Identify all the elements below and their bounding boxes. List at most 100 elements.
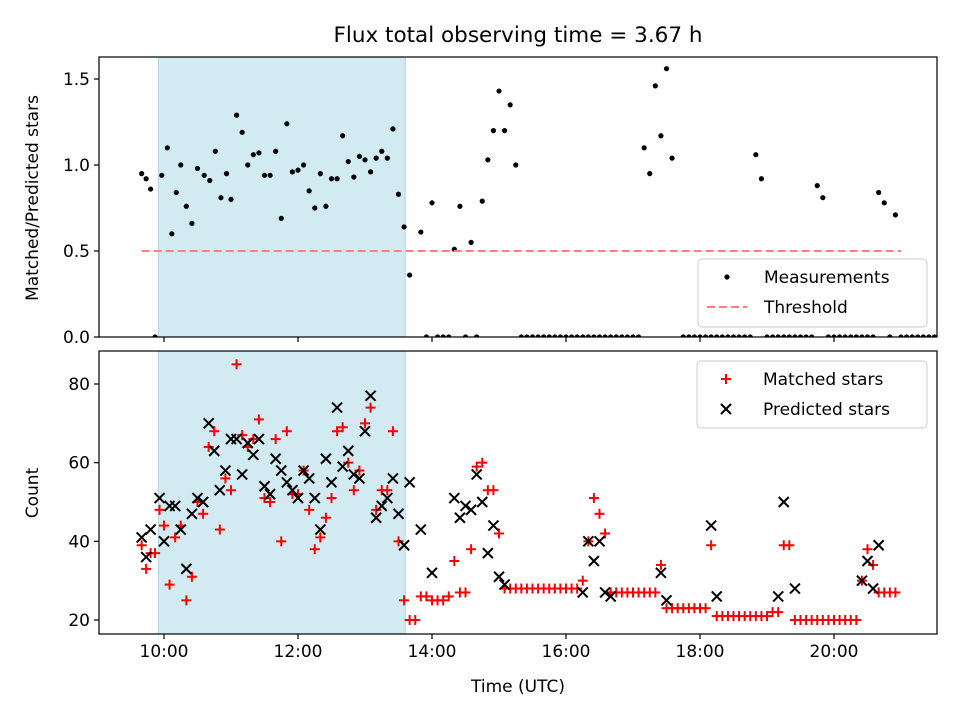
measurement-point — [742, 334, 748, 337]
measurement-point — [680, 334, 686, 337]
bottom-panel: 20 40 60 80 Count 10:00 12:00 14:00 16:00 18:00 20… — [23, 350, 938, 662]
predicted-star-marker — [219, 464, 232, 477]
matched-star-marker — [170, 532, 181, 543]
measurement-point — [881, 200, 887, 206]
measurement-point — [340, 133, 346, 139]
measurement-point — [580, 334, 586, 337]
matched-star-marker — [332, 426, 343, 437]
measurement-point — [367, 169, 374, 175]
legend-marker-matched-stars — [721, 374, 731, 384]
matched-star-marker — [588, 493, 599, 504]
predicted-star-marker — [269, 453, 282, 465]
predicted-star-marker — [153, 492, 166, 504]
measurement-point — [624, 334, 631, 337]
measurement-point — [714, 334, 720, 337]
measurement-point — [887, 334, 893, 337]
matched-star-marker — [700, 603, 711, 614]
matched-star-marker — [276, 536, 287, 547]
predicted-star-marker — [242, 437, 254, 449]
bottom-y-tick-label: 40 — [68, 532, 90, 552]
predicted-star-marker — [376, 500, 388, 512]
predicted-star-marker — [415, 523, 427, 536]
measurement-point — [658, 133, 664, 139]
measurement-point — [395, 191, 402, 197]
top-y-tick-label: 1.0 — [63, 156, 90, 176]
measurement-point — [390, 126, 396, 132]
predicted-star-marker — [582, 535, 595, 548]
measurement-point — [507, 102, 513, 108]
matched-star-marker — [862, 544, 873, 555]
measurement-point — [446, 334, 452, 337]
measurement-point — [758, 176, 765, 182]
measurement-point — [485, 157, 491, 163]
measurement-point — [351, 174, 357, 180]
predicted-star-marker — [292, 492, 304, 504]
measurement-point — [178, 162, 184, 168]
measurement-point — [434, 334, 441, 337]
measurement-point — [725, 334, 731, 337]
measurement-point — [518, 334, 524, 337]
measurement-point — [864, 334, 871, 337]
measurement-point — [781, 334, 787, 337]
predicted-star-marker — [258, 480, 271, 492]
predicted-star-marker — [482, 547, 494, 559]
measurement-point — [362, 157, 368, 163]
measurement-point — [836, 334, 843, 337]
measurement-point — [686, 334, 692, 337]
measurement-point — [457, 203, 463, 209]
measurement-point — [496, 88, 502, 94]
legend-box — [696, 360, 928, 429]
measurement-point — [379, 148, 385, 154]
predicted-star-marker — [214, 484, 226, 496]
measurement-point — [261, 172, 268, 178]
matched-star-marker — [198, 508, 209, 519]
top-y-tick-label: 1.5 — [63, 70, 90, 90]
measurement-point — [926, 334, 932, 337]
measurement-point — [652, 83, 658, 89]
measurement-point — [898, 334, 904, 337]
predicted-star-marker — [426, 567, 438, 579]
measurement-point — [169, 231, 175, 237]
bottom-plot-area — [135, 359, 901, 625]
measurement-point — [295, 167, 301, 173]
measurement-point — [267, 172, 273, 178]
predicted-star-marker — [789, 582, 801, 595]
predicted-star-marker — [772, 590, 784, 603]
measurement-point — [207, 177, 213, 184]
chart-title: Flux total observing time = 3.67 h — [334, 23, 703, 48]
measurement-point — [239, 129, 245, 135]
bottom-y-tick-label: 80 — [68, 375, 90, 395]
predicted-star-marker — [140, 551, 152, 563]
matched-star-marker — [650, 587, 661, 598]
matched-star-marker — [466, 544, 477, 555]
measurement-point — [423, 334, 430, 337]
predicted-star-marker — [588, 555, 600, 567]
measurement-point — [139, 171, 145, 177]
measurement-point — [568, 334, 575, 337]
measurement-point — [608, 334, 614, 337]
matched-star-marker — [594, 508, 605, 519]
measurement-point — [769, 334, 776, 337]
measurement-point — [585, 334, 591, 337]
measurement-point — [479, 198, 485, 204]
measurement-point — [792, 334, 798, 337]
matched-star-marker — [214, 524, 225, 535]
predicted-star-marker — [320, 453, 332, 465]
bottom-observing-interval-shade — [157, 350, 406, 635]
measurement-point — [524, 334, 530, 337]
measurement-point — [223, 171, 230, 177]
measurement-point — [764, 334, 770, 337]
matched-star-marker — [326, 493, 337, 504]
measurement-point — [641, 145, 647, 151]
top-legend: Measurements Threshold — [697, 258, 928, 328]
measurement-point — [786, 334, 792, 337]
measurement-point — [356, 153, 363, 159]
predicted-star-marker — [303, 472, 315, 485]
predicted-star-marker — [493, 571, 505, 583]
matched-star-marker — [181, 595, 192, 606]
measurement-point — [663, 66, 670, 72]
measurement-point — [440, 334, 446, 337]
predicted-star-marker — [202, 417, 215, 430]
measurement-point — [418, 229, 424, 235]
